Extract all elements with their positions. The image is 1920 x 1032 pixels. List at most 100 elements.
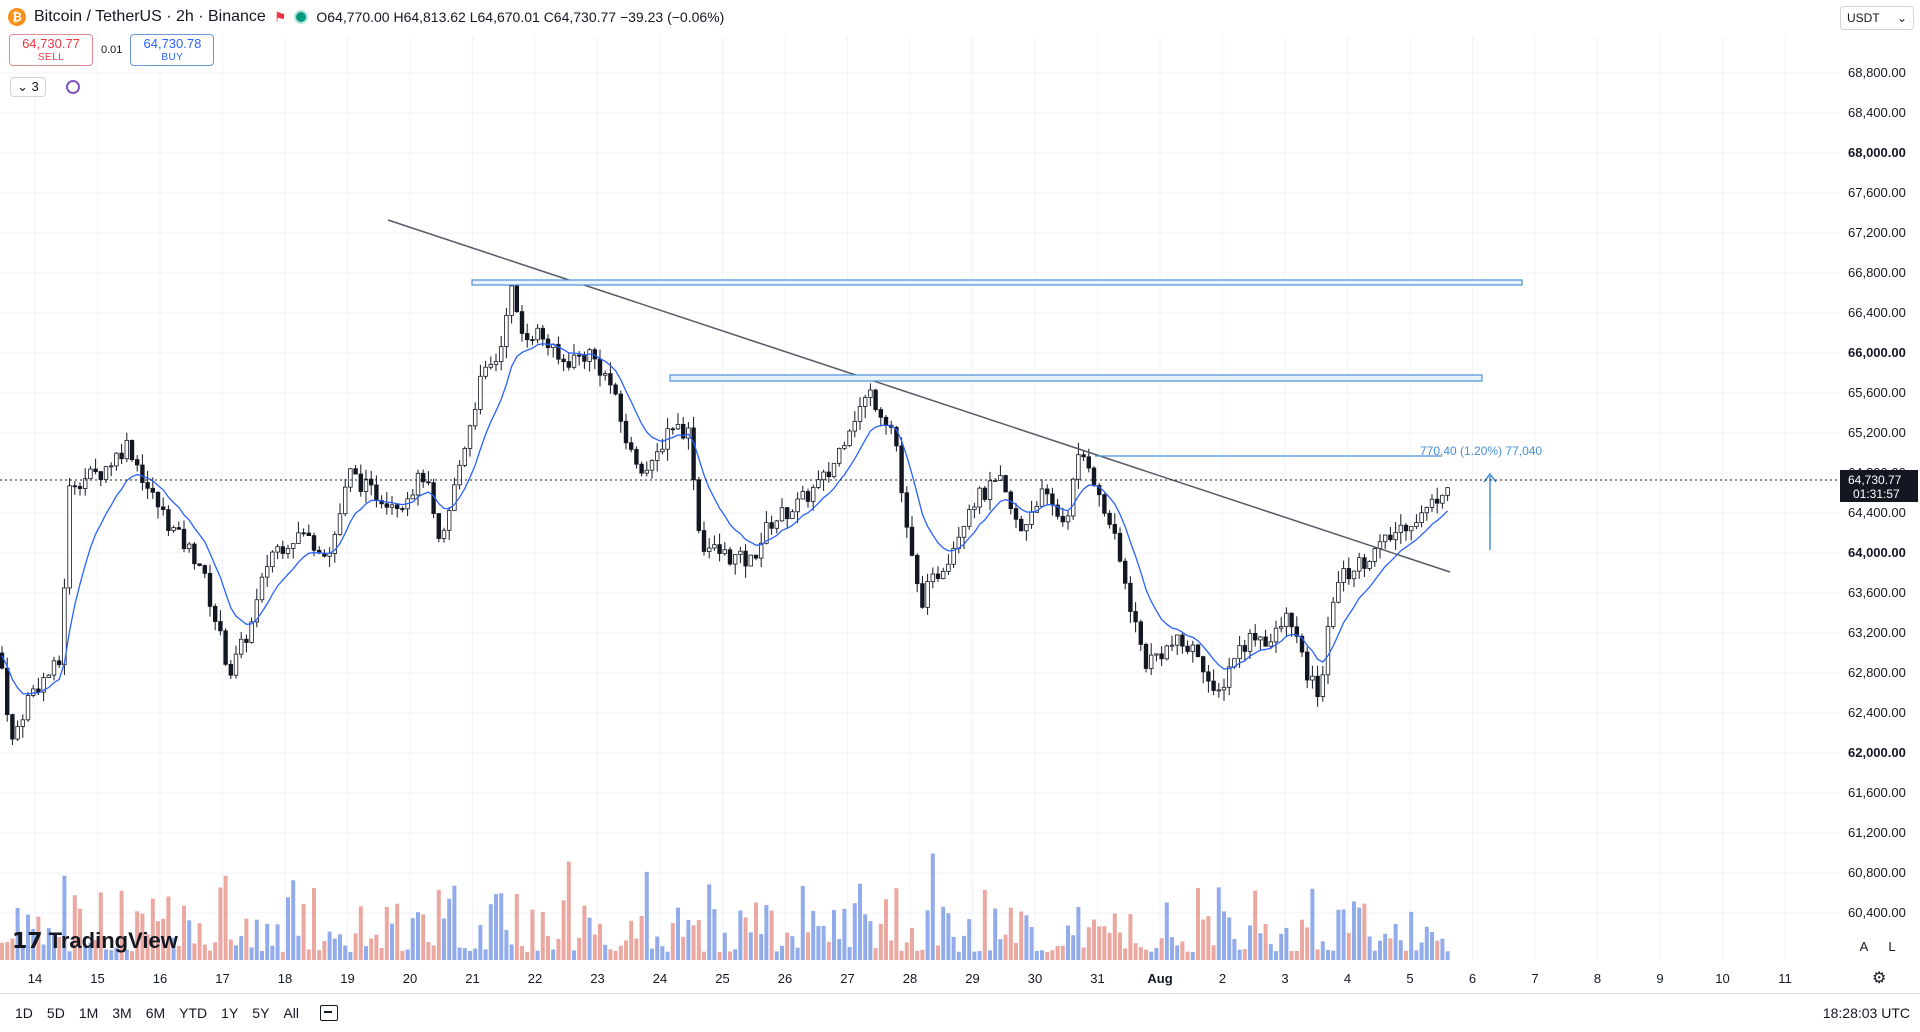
price-tick-label: 66,400.00 [1848,305,1906,320]
candle-body [769,522,774,529]
candle-body [519,311,525,334]
candle-body [1403,524,1409,532]
range-button-5d[interactable]: 5D [46,1005,65,1021]
candle-body [1346,568,1351,580]
candle-body [1190,644,1195,652]
volume-bar [130,951,134,960]
currency-select[interactable]: USDT ⌄ [1840,6,1914,30]
volume-bar [1170,937,1174,960]
candle-body [1268,641,1273,647]
candle-body [1039,488,1045,507]
range-button-3m[interactable]: 3M [112,1005,132,1021]
candle-body [457,464,462,486]
resistance-zone-upper [471,279,1523,286]
range-button-1d[interactable]: 1D [15,1005,33,1021]
volume-bar [15,908,20,960]
candle-body [649,460,655,471]
candle-body [831,462,837,478]
candle-body [1112,524,1117,534]
volume-bar [488,904,493,960]
candle-body [1294,626,1299,637]
volume-bar [244,918,249,960]
candle-body [285,548,291,554]
candle-body [1445,487,1450,496]
volume-bar [436,889,441,960]
indicator-toggle[interactable]: ⌄ 3 [10,77,46,97]
candle-body [961,525,967,538]
volume-bar [254,919,259,960]
candle-body [1013,508,1019,520]
candle-body [311,535,317,551]
candle-body [212,605,218,622]
volume-bar [946,913,951,960]
calendar-icon[interactable] [319,1005,338,1021]
volume-bar [410,918,415,960]
volume-bar [837,939,842,960]
candle-body [951,547,956,565]
candle-body [498,346,504,363]
candle-body [467,425,473,449]
candle-body [571,354,577,368]
range-button-6m[interactable]: 6M [145,1005,166,1021]
candle-body [88,468,93,480]
volume-bar [1341,909,1346,960]
volume-bar [468,950,472,960]
sell-button[interactable]: 64,730.77 SELL [9,34,93,66]
range-button-5y[interactable]: 5Y [252,1005,270,1021]
settings-gear-icon[interactable]: ⚙ [1872,970,1887,987]
market-open-icon [294,10,309,24]
candle-body [696,479,701,531]
buy-button[interactable]: 64,730.78 BUY [130,34,215,66]
candle-body [1242,645,1247,652]
log-scale-button[interactable]: L [1888,939,1896,954]
volume-bar [192,943,197,960]
volume-bar [36,916,41,960]
flag-icon[interactable]: ⚑ [273,8,287,25]
volume-bar [31,928,36,960]
candle-body [1195,644,1201,658]
candle-body [909,526,915,556]
volume-bar [915,950,920,960]
price-chart[interactable]: 770.40 (1.20%) 77,040 68,800.00 68,400.00… [0,0,1920,993]
volume-bar [296,935,301,960]
auto-scale-button[interactable]: A [1859,939,1869,954]
volume-bar [182,905,186,960]
utc-clock[interactable]: 18:28:03 UTC [1822,1005,1910,1021]
volume-bar [754,902,758,960]
candle-body [77,486,83,489]
range-button-ytd[interactable]: YTD [179,1005,208,1021]
volume-bar [546,935,550,960]
price-tick-label: 66,000.00 [1848,345,1906,360]
range-button-1y[interactable]: 1Y [221,1005,239,1021]
candle-body [15,725,20,740]
candle-body [842,445,847,449]
candle-body [264,566,270,578]
candle-body [171,527,176,531]
price-tick-label: 67,600.00 [1848,185,1906,200]
candle-body [223,630,228,665]
candle-body [103,466,109,481]
candle-body [114,452,119,467]
candle-body [655,451,660,461]
candle-body [920,583,925,608]
symbol-title[interactable]: Bitcoin / TetherUS · 2h · Binance [34,8,266,25]
time-tick-label: 31 [1090,971,1104,986]
candle-body [280,546,285,554]
volume-bar [1357,907,1362,960]
volume-bar [473,948,478,960]
resistance-zone-lower [669,374,1483,382]
range-button-1m[interactable]: 1M [78,1005,99,1021]
volume-bar [312,888,316,960]
volume-bar [327,931,332,960]
candle-body [530,339,535,341]
candle-body [1128,582,1133,612]
time-tick-label: 28 [903,971,917,986]
candle-body [779,507,785,522]
volume-bar [728,951,732,960]
volume-bar [780,945,784,960]
volume-bar [1180,941,1185,960]
range-button-all[interactable]: All [283,1005,299,1021]
volume-bar [660,946,665,960]
candle-body [410,494,415,500]
volume-bar [119,890,124,960]
